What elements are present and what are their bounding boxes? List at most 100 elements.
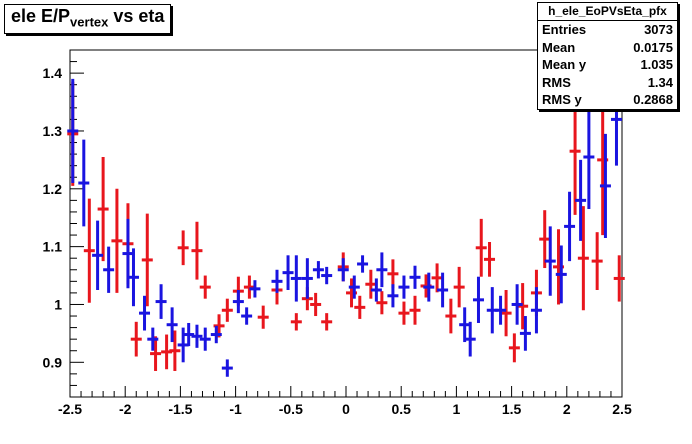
red-data-point bbox=[387, 259, 399, 289]
stats-row-rms: RMS 1.34 bbox=[538, 74, 677, 92]
blue-data-point bbox=[409, 265, 421, 289]
red-data-point bbox=[199, 275, 211, 299]
red-data-point bbox=[445, 298, 457, 334]
y-tick-label: 1.3 bbox=[43, 123, 63, 139]
plot-title: ele E/Pvertex vs eta bbox=[4, 4, 172, 34]
blue-data-point bbox=[530, 287, 542, 334]
blue-data-point bbox=[282, 255, 294, 291]
blue-data-point bbox=[423, 272, 435, 302]
stats-label: Entries bbox=[542, 22, 587, 37]
blue-data-point bbox=[147, 327, 159, 351]
stats-value: 3073 bbox=[644, 22, 673, 37]
red-data-point bbox=[97, 156, 109, 262]
stats-row-entries: Entries 3073 bbox=[538, 21, 677, 39]
stats-row-mean: Mean 0.0175 bbox=[538, 39, 677, 57]
x-tick-label: 0.5 bbox=[391, 401, 411, 417]
stats-label: Mean y bbox=[542, 57, 587, 72]
stats-value: 0.0175 bbox=[633, 39, 673, 55]
red-data-point bbox=[591, 232, 603, 291]
plot-axes bbox=[69, 49, 623, 398]
blue-data-point bbox=[575, 159, 587, 241]
blue-data-point bbox=[583, 104, 595, 210]
blue-data-point bbox=[78, 139, 90, 227]
y-tick-label: 1.1 bbox=[43, 239, 63, 255]
red-data-point bbox=[169, 330, 181, 371]
blue-data-point bbox=[122, 218, 134, 289]
red-data-point bbox=[141, 213, 153, 307]
blue-data-point bbox=[241, 307, 253, 325]
blue-data-point bbox=[376, 252, 388, 288]
stats-row-rms-y: RMS y 0.2868 bbox=[538, 91, 677, 109]
blue-data-point bbox=[191, 324, 203, 348]
red-data-point bbox=[431, 263, 443, 293]
blue-data-point bbox=[199, 327, 211, 351]
red-data-point bbox=[365, 269, 377, 299]
blue-data-point bbox=[459, 307, 471, 343]
red-data-point bbox=[310, 292, 322, 317]
red-data-point bbox=[354, 295, 366, 319]
x-tick-label: 1.5 bbox=[502, 401, 522, 417]
blue-data-point bbox=[210, 325, 222, 344]
blue-data-point bbox=[495, 295, 507, 325]
blue-data-point bbox=[357, 255, 369, 273]
x-tick-label: -2.5 bbox=[58, 401, 82, 417]
x-tick-label: -1 bbox=[229, 401, 242, 417]
stats-value: 1.34 bbox=[647, 74, 673, 90]
blue-data-point bbox=[166, 307, 178, 343]
plot-marks bbox=[67, 73, 625, 377]
red-data-point bbox=[177, 230, 189, 266]
x-tick-label: 2.5 bbox=[612, 401, 632, 417]
red-data-point bbox=[290, 313, 302, 331]
red-data-point bbox=[500, 290, 512, 337]
x-tick-label: -0.5 bbox=[279, 401, 303, 417]
red-data-point bbox=[539, 210, 551, 269]
stats-label: Mean bbox=[542, 39, 576, 55]
red-data-point bbox=[221, 298, 233, 322]
blue-data-point bbox=[177, 327, 189, 363]
y-tick-label: 1.2 bbox=[43, 181, 63, 197]
red-data-point bbox=[83, 198, 95, 303]
stats-label: RMS y bbox=[542, 92, 582, 107]
tick-labels: -2.5 -2 -1.5 -1 -0.5 0 0.5 1 1.5 2 2.5 0.9 1 1.1 1.2 1.… bbox=[43, 65, 632, 417]
blue-data-point bbox=[370, 278, 382, 302]
red-data-point bbox=[475, 218, 487, 277]
blue-data-point bbox=[232, 290, 244, 314]
x-tick-label: 2 bbox=[563, 401, 571, 417]
blue-data-point bbox=[221, 359, 233, 377]
blue-data-point bbox=[555, 245, 567, 304]
blue-data-point bbox=[519, 316, 531, 351]
red-data-point bbox=[257, 305, 269, 329]
red-data-point bbox=[577, 206, 589, 311]
blue-data-point bbox=[564, 191, 576, 262]
blue-data-point bbox=[183, 322, 195, 347]
blue-data-point bbox=[337, 258, 349, 282]
blue-data-point bbox=[249, 280, 261, 298]
red-data-point bbox=[398, 301, 410, 325]
y-tick-label: 1 bbox=[54, 296, 62, 312]
x-tick-label: 1 bbox=[453, 401, 461, 417]
blue-data-point bbox=[387, 284, 399, 308]
blue-data-point bbox=[398, 275, 410, 299]
blue-data-point bbox=[155, 284, 167, 319]
red-data-point bbox=[243, 275, 255, 299]
red-data-point bbox=[613, 255, 625, 302]
stats-histogram-name: h_ele_EoPVsEta_pfx bbox=[538, 3, 677, 21]
plot-title-subscript: vertex bbox=[70, 14, 109, 30]
red-data-point bbox=[453, 266, 465, 308]
plot-title-suffix: vs eta bbox=[108, 6, 165, 26]
blue-data-point bbox=[92, 220, 104, 291]
blue-data-point bbox=[103, 246, 115, 293]
blue-data-point bbox=[271, 269, 283, 293]
stats-row-mean-y: Mean y 1.035 bbox=[538, 56, 677, 74]
red-data-point bbox=[409, 295, 421, 325]
x-tick-label: -2 bbox=[119, 401, 132, 417]
blue-data-point bbox=[139, 295, 151, 331]
red-data-point bbox=[508, 333, 520, 363]
blue-data-point bbox=[511, 284, 523, 325]
blue-data-point bbox=[544, 226, 556, 296]
y-tick-label: 0.9 bbox=[43, 354, 63, 370]
blue-data-point bbox=[472, 276, 484, 323]
red-data-point bbox=[130, 321, 142, 357]
stats-value: 0.2868 bbox=[633, 92, 673, 107]
